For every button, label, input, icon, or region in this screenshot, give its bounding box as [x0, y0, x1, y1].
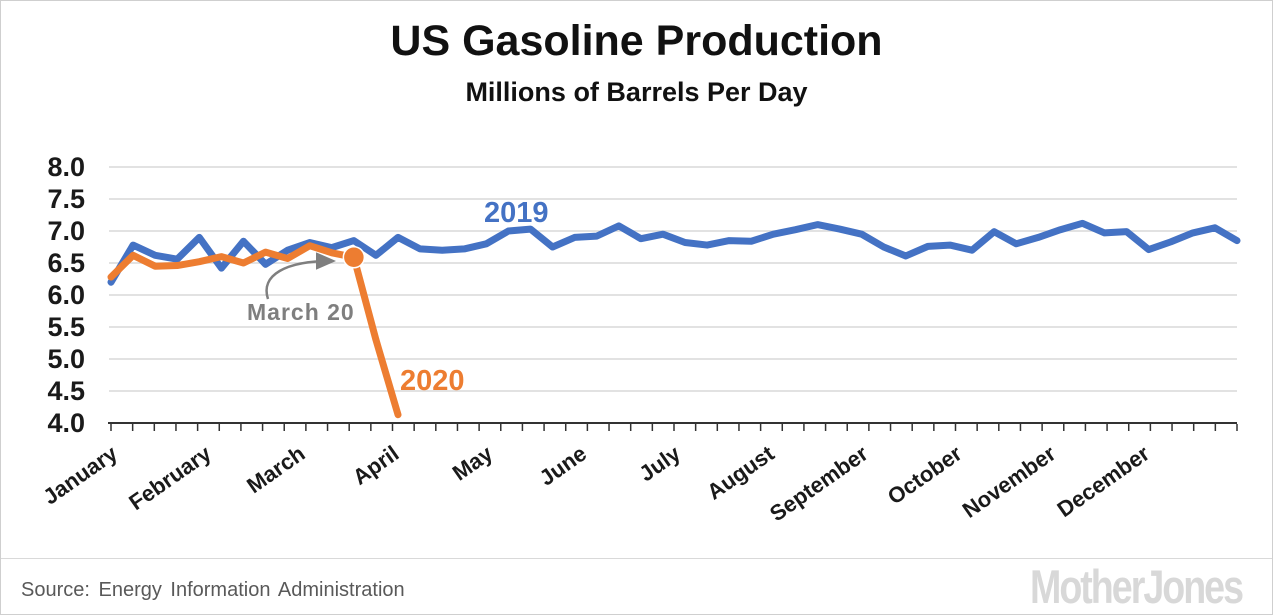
x-axis-label: December	[1053, 440, 1155, 522]
chart-title: US Gasoline Production	[390, 17, 883, 65]
y-axis-label: 4.5	[47, 376, 85, 406]
y-axis-label: 5.5	[47, 312, 85, 342]
series-label-2019: 2019	[484, 197, 549, 229]
x-axis-label: September	[765, 440, 873, 526]
x-axis-label: April	[348, 441, 403, 490]
x-axis-label: July	[634, 440, 685, 486]
footer-divider	[1, 558, 1272, 559]
y-axis-label: 7.5	[47, 184, 85, 214]
x-axis-label: October	[883, 440, 967, 509]
y-axis-label: 6.5	[47, 248, 85, 278]
series-line-2019	[107, 219, 1241, 286]
y-axis-label: 5.0	[47, 344, 85, 374]
x-axis	[108, 422, 1238, 431]
x-axis-label: May	[448, 440, 498, 485]
x-axis-label: November	[958, 440, 1061, 522]
series-line-2020	[107, 242, 402, 419]
annotation-march20-label: March 20	[247, 299, 355, 325]
motherjones-logo: MotherJones	[1030, 560, 1244, 613]
march20-data-point	[342, 245, 366, 269]
x-axis-label: June	[535, 441, 591, 491]
x-axis-labels: January February March April May June July Augu…	[38, 440, 1154, 526]
series-label-2020: 2020	[400, 365, 465, 397]
annotation-arrow	[265, 252, 336, 300]
chart-subtitle: Millions of Barrels Per Day	[465, 77, 808, 107]
y-axis-label: 8.0	[47, 152, 85, 182]
x-axis-label: February	[124, 440, 216, 515]
x-axis-label: January	[38, 440, 122, 509]
x-axis-label: August	[702, 440, 779, 504]
y-axis-label: 4.0	[47, 408, 85, 438]
x-axis-label: March	[242, 441, 309, 499]
gridlines	[109, 166, 1237, 392]
source-text: Source: Energy Information Administratio…	[21, 579, 405, 601]
y-axis-label: 7.0	[47, 216, 85, 246]
y-axis-labels: 4.04.55.05.56.06.57.07.58.0	[47, 152, 85, 438]
y-axis-label: 6.0	[47, 280, 85, 310]
